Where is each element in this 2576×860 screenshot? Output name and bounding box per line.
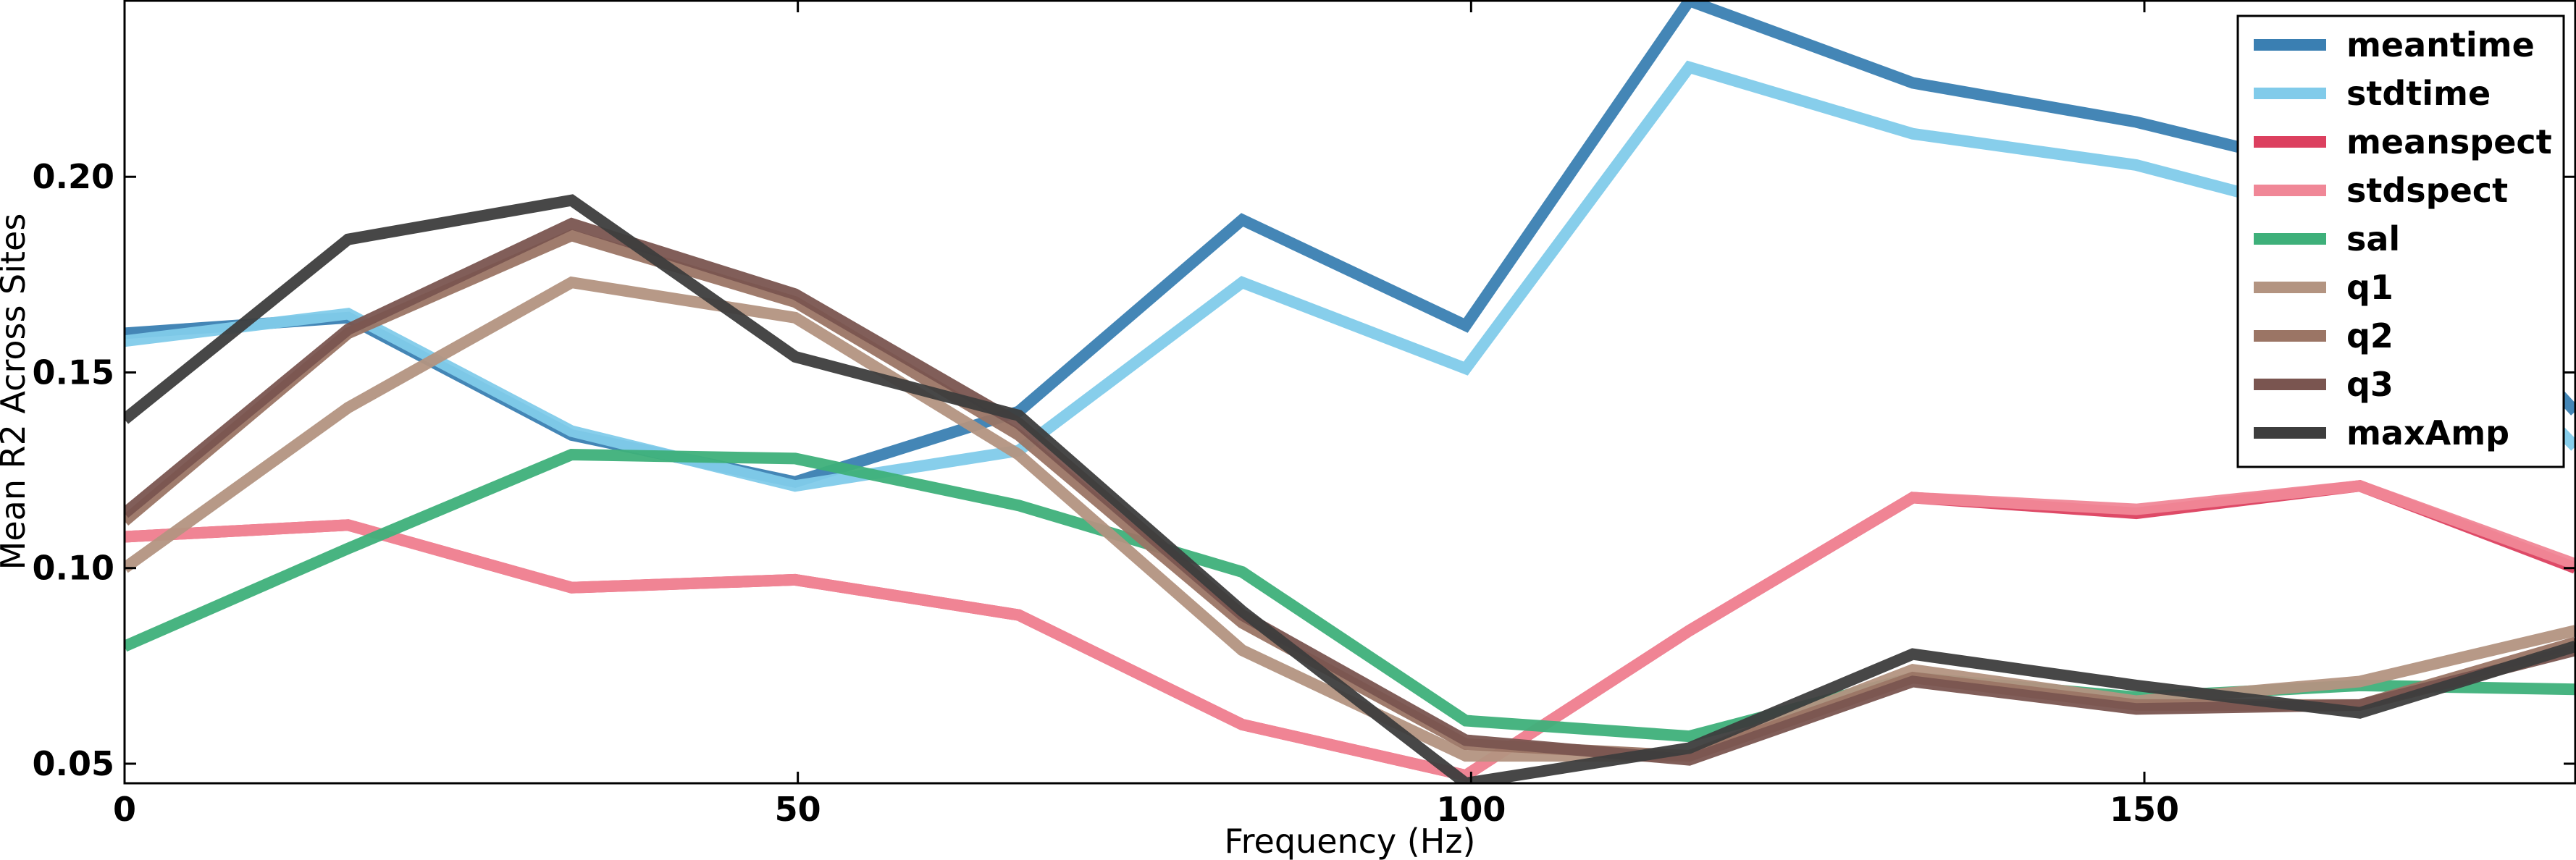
legend-label-q3: q3 [2346,365,2394,404]
legend-label-q2: q2 [2346,316,2394,355]
y-tick-label: 0.20 [33,157,115,196]
series-line-maxAmp [125,194,2575,783]
y-tick-label: 0.05 [33,744,115,783]
legend: meantime stdtime meanspect stdspect sal q1 q2 q… [2236,14,2565,468]
x-tick-label: 100 [1436,790,1506,829]
y-tick-label: 0.10 [33,549,115,588]
legend-label-meantime: meantime [2346,25,2535,64]
legend-label-meanspect: meanspect [2346,122,2552,161]
x-axis-label: Frequency (Hz) [1225,822,1476,860]
ticks-layer: 0 50 100 150 0.05 0.10 0.15 0.20 [33,1,2575,829]
legend-label-sal: sal [2346,219,2400,258]
legend-label-maxAmp: maxAmp [2346,413,2509,452]
legend-label-stdtime: stdtime [2346,74,2491,113]
series-line-stdspect [125,480,2575,782]
plot-frame [123,0,2576,785]
series-line-q3 [125,217,2575,766]
series-line-meantime [125,1,2575,489]
legend-label-q1: q1 [2346,268,2394,307]
x-tick-label: 50 [775,790,821,829]
series-layer [125,1,2575,783]
legend-label-stdspect: stdspect [2346,171,2508,210]
x-tick-label: 150 [2110,790,2179,829]
series-line-stdtime [125,60,2575,492]
x-tick-label: 0 [113,790,136,829]
y-axis-label: Mean R2 Across Sites [0,214,33,570]
series-line-meanspect [125,480,2575,782]
y-tick-label: 0.15 [33,353,115,392]
